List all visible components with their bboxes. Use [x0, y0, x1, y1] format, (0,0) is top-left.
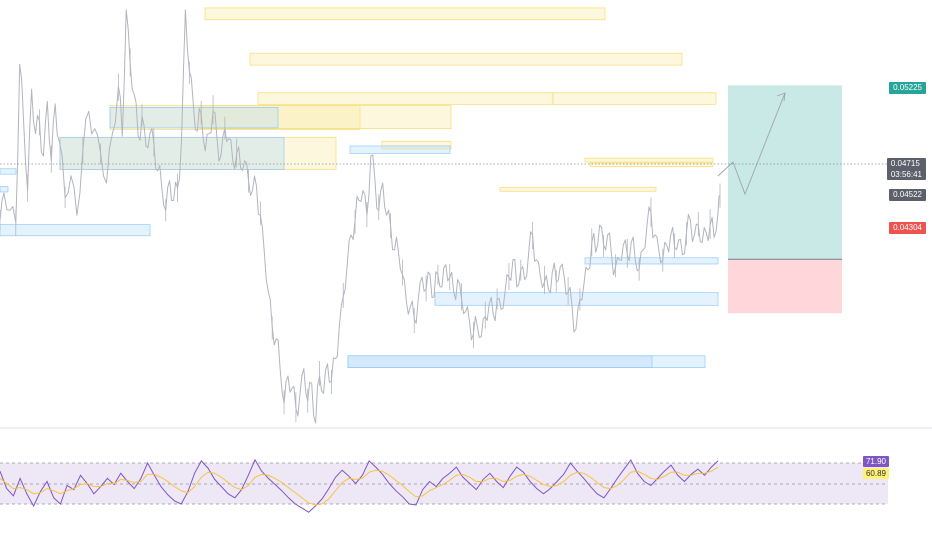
projection-arrowhead	[776, 92, 786, 102]
panel-divider	[0, 427, 932, 429]
long-position-tool[interactable]	[717, 85, 842, 314]
supply-zone	[589, 162, 714, 168]
supply-zone	[199, 105, 452, 129]
current-price-value: 0.04715	[890, 159, 920, 168]
demand-zone	[0, 186, 9, 193]
target-zone[interactable]	[728, 85, 842, 260]
projection-path[interactable]	[717, 92, 786, 196]
zones-layer	[0, 7, 719, 368]
supply-zone	[499, 186, 657, 192]
supply-zone	[584, 157, 714, 163]
demand-zone	[349, 145, 451, 154]
bar-countdown: 03:56:41	[890, 170, 922, 179]
supply-zone	[552, 92, 717, 105]
demand-zone	[0, 168, 17, 175]
current-price-label: 0.04715 03:56:41	[886, 158, 926, 180]
supply-zone	[249, 52, 683, 66]
price-line	[0, 9, 721, 424]
supply-zone	[204, 7, 606, 21]
rsi-panel[interactable]	[0, 428, 932, 550]
demand-zone	[434, 292, 719, 306]
supply-zone	[381, 140, 452, 150]
price-series	[0, 9, 721, 424]
rsi-line	[0, 458, 719, 513]
entry-price-label: 0.04522	[889, 189, 926, 201]
price-panel[interactable]	[0, 0, 932, 428]
rsi-value-label: 71.90	[862, 456, 889, 467]
demand-zone	[347, 355, 653, 368]
rsi-series	[0, 458, 719, 513]
supply-zone	[257, 92, 554, 105]
stop-price-label: 0.04304	[889, 222, 926, 234]
demand-zone	[59, 136, 285, 170]
stop-zone[interactable]	[728, 259, 842, 314]
target-price-label: 0.05225	[889, 82, 926, 94]
demand-zone	[0, 224, 151, 237]
demand-zone	[584, 257, 719, 265]
rsi-ma-line	[0, 466, 719, 506]
rsi-ma-value-label: 60.89	[862, 468, 889, 479]
